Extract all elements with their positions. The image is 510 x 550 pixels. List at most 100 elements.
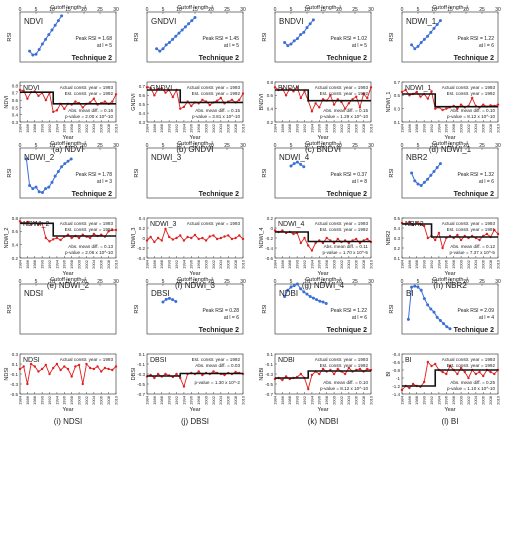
rsi-xtick-label: 25 [479,7,485,13]
series-point [234,236,237,240]
rsi-xtick-label: 30 [495,279,501,285]
series-ytick-label: 0.4 [139,111,146,116]
series-point [201,373,204,377]
series-xtick-label: 1994 [309,259,314,269]
rsi-point [422,297,426,301]
series-point [284,375,288,378]
rsi-point [321,300,325,304]
series-xtick-label: 2006 [226,123,231,133]
series-point [362,92,365,96]
series-xtick-label: 1992 [47,123,52,133]
series-point [336,237,339,241]
series-ytick-label: -1.2 [392,384,400,389]
panel-ndbi: Cutoff length, l RSI 0 5 10 15 20 25 30 NDBI Techn… [259,277,374,426]
series-point [48,240,51,243]
series-ylabel: NDWI_1 [386,92,392,113]
series-annotation: Abs. mean diff. = 0.12 [450,244,495,249]
series-annotation: Actual constr. year = 1993 [442,357,496,362]
series-xtick-label: 2010 [240,259,245,269]
series-xtick-label: 1988 [159,395,164,405]
series-point [107,230,110,233]
rsi-peak-text: at l = 4 [479,315,494,321]
series-axes-frame [401,81,499,123]
series-point [208,235,211,238]
series-point [366,96,369,100]
rsi-point [53,174,57,178]
series-xtick-label: 2000 [203,123,208,133]
rsi-point [56,19,60,23]
series-ytick-label: 0.5 [394,216,401,221]
series-xtick-label: 1994 [54,259,59,269]
rsi-point [60,14,64,18]
series-point [223,235,226,238]
series-point [430,364,433,368]
series-point [111,368,114,372]
series-xtick-label: 1988 [159,123,164,133]
series-xtick-label: 1990 [295,259,300,269]
series-annotation: Actual constr. year = 1993 [442,221,496,226]
rsi-peak-text: at l = 6 [479,179,494,185]
rsi-ylabel: RSI [262,32,268,42]
step-fit-line [147,372,243,377]
rsi-point [292,39,296,43]
series-point [149,235,152,239]
rsi-point [177,31,181,35]
series-point [474,372,478,376]
rsi-point [308,22,312,26]
technique-label: Technique 2 [199,327,239,334]
panel-caption: (k) NDBI [308,417,339,426]
series-ytick-label: -0.7 [265,392,273,397]
series-xtick-label: 1992 [47,259,52,269]
series-point [467,376,470,380]
series-point [426,97,430,100]
series-annotation: Actual constr. year = 1993 [315,357,369,362]
series-point [92,367,96,371]
rsi-peak-text: at l = 6 [224,315,239,321]
series-xtick-label: 1998 [69,123,74,133]
series-xtick-label: 1998 [196,259,201,269]
series-ytick-label: 0.2 [267,216,274,221]
series-ytick-label: -0.1 [265,362,273,367]
panel-caption: (d) NDWI_1 [429,145,472,154]
series-ylabel: NBR2 [386,231,392,246]
series-xtick-label: 1986 [280,395,285,405]
rsi-point [448,327,452,331]
series-point [201,98,204,101]
series-xtick-label: 2004 [346,395,351,405]
series-xtick-label: 1998 [196,123,201,133]
series-xtick-label: 2000 [458,395,463,405]
series-point [459,238,463,242]
series-xtick-label: 1998 [451,123,456,133]
series-point [355,95,358,98]
series-ytick-label: 0.5 [12,105,19,110]
rsi-point [292,284,296,288]
series-axes-frame [401,353,499,395]
rsi-peak-text: at l = 3 [97,179,112,185]
series-point [336,367,339,371]
rsi-point [56,169,60,173]
technique-label: Technique 2 [199,191,239,198]
series-annotation: Abs. mean diff. = 0.13 [68,244,113,249]
rsi-xtick-label: 30 [113,279,119,285]
series-point [329,94,332,97]
series-xlabel: Year [444,135,455,141]
rsi-point [438,318,442,322]
series-point [355,237,358,241]
rsi-ylabel: RSI [262,168,268,178]
series-ytick-label: 0.4 [394,226,401,231]
series-xtick-label: 1986 [280,123,285,133]
series-point [215,99,219,102]
rsi-point [283,295,287,298]
rsi-xtick-label: 5 [417,143,420,149]
series-xtick-label: 1996 [62,395,67,405]
series-index-label: NBR2 [405,221,424,228]
series-point [63,107,66,111]
series-xtick-label: 1988 [32,395,37,405]
series-xtick-label: 1996 [317,395,322,405]
series-point [238,98,241,101]
rsi-point [299,33,303,37]
series-ylabel: BNDVI [259,93,265,110]
series-index-label: NDWI_2 [23,221,50,228]
series-ytick-label: -0.8 [392,368,400,373]
series-point [310,110,314,113]
